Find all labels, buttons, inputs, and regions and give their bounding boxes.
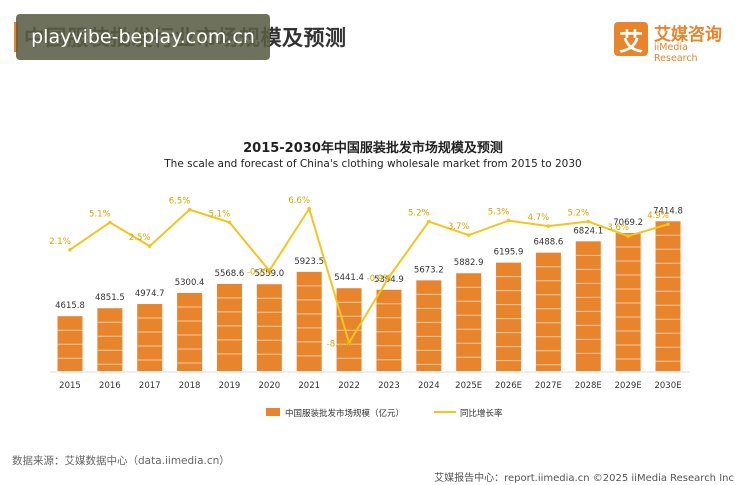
bar-value-label: 4851.5: [95, 293, 125, 303]
bar-2024: [416, 280, 442, 371]
growth-rate-label: 4.9%: [647, 211, 669, 221]
growth-rate-label: 5.1%: [89, 209, 111, 219]
growth-rate-point: [108, 220, 112, 225]
x-tick-label: 2019: [219, 381, 241, 391]
x-tick-label: 2030E: [654, 381, 681, 391]
x-tick-label: 2020: [259, 381, 281, 391]
growth-rate-label: -8.1%: [327, 340, 352, 350]
x-tick-label: 2025E: [455, 381, 482, 391]
growth-rate-label: 4.7%: [528, 213, 550, 223]
growth-rate-point: [307, 206, 312, 211]
bar-value-label: 5559.0: [254, 269, 284, 279]
x-tick-label: 2016: [99, 381, 121, 391]
growth-rate-point: [626, 234, 630, 238]
growth-rate-label: 5.3%: [488, 208, 510, 218]
bar-value-label: 5673.2: [414, 265, 444, 275]
x-tick-label: 2017: [139, 381, 161, 391]
bar-2027E: [535, 252, 561, 371]
bar-value-label: 5441.4: [334, 273, 364, 283]
growth-rate-point: [347, 340, 351, 345]
bar-2026E: [496, 262, 522, 371]
bar-value-label: 4974.7: [135, 289, 165, 299]
bar-2016: [97, 308, 123, 371]
x-tick-label: 2026E: [495, 381, 522, 391]
growth-rate-label: 3.6%: [607, 223, 629, 233]
growth-rate-point: [666, 222, 670, 227]
growth-rate-line: [69, 206, 669, 346]
bar-2023: [376, 289, 402, 371]
growth-rate-label: 6.5%: [169, 197, 191, 207]
x-tick-label: 2027E: [535, 381, 562, 391]
bar-2021: [296, 271, 322, 371]
growth-rate-label: 5.2%: [567, 209, 589, 219]
x-tick-label: 2022: [338, 381, 360, 391]
data-source: 数据来源：艾媒数据中心（data.iimedia.cn）: [12, 455, 230, 467]
legend-line-label: 同比增长率: [460, 408, 503, 419]
chart-title: 2015-2030年中国服装批发市场规模及预测: [243, 141, 503, 156]
bar-value-label: 6488.6: [534, 238, 564, 248]
iimedia-logo: 艾 艾媒咨询 iiMedia Research: [614, 18, 732, 64]
logo-en-text: iiMedia Research: [654, 42, 698, 64]
x-tick-label: 2018: [179, 381, 201, 391]
growth-rate-point: [506, 218, 511, 223]
growth-rate-point: [546, 224, 551, 228]
bar-2020: [256, 284, 282, 371]
bar-2019: [216, 283, 242, 371]
x-tick-label: 2015: [59, 381, 81, 391]
bar-2029E: [615, 233, 641, 371]
growth-rate-point: [68, 247, 72, 252]
bar-2018: [177, 292, 203, 371]
x-tick-label: 2024: [418, 381, 440, 391]
legend-bar-swatch: [266, 408, 280, 416]
bar-value-label: 5882.9: [454, 258, 484, 268]
bar-value-label: 5568.6: [215, 269, 245, 279]
logo-mark: 艾: [614, 22, 648, 56]
bar-2015: [57, 316, 83, 371]
legend-bar-label: 中国服装批发市场规模（亿元）: [285, 408, 404, 419]
bar-2030E: [655, 221, 681, 371]
x-tick-label: 2028E: [575, 381, 602, 391]
growth-rate-point: [147, 244, 152, 248]
bar-value-label: 5923.5: [294, 257, 324, 267]
bar-value-label: 5394.9: [374, 275, 404, 285]
growth-rate-point: [466, 233, 471, 237]
growth-rate-point: [586, 219, 591, 224]
growth-rate-point: [427, 219, 431, 224]
growth-rate-label: 3.7%: [448, 222, 470, 232]
chart-subtitle: The scale and forecast of China's clothi…: [164, 158, 582, 170]
growth-rate-point: [267, 268, 272, 273]
bar-2028E: [575, 241, 601, 371]
growth-rate-label: 6.6%: [288, 196, 310, 206]
growth-rate-label: 2.5%: [129, 233, 151, 243]
growth-rate-label: 5.1%: [209, 209, 231, 219]
bar-value-label: 6824.1: [573, 226, 603, 236]
growth-rate-label: 2.1%: [49, 237, 71, 247]
bar-value-label: 4615.8: [55, 301, 85, 311]
bar-2017: [137, 304, 163, 371]
growth-rate-point: [187, 207, 192, 212]
bar-value-label: 5300.4: [175, 278, 205, 288]
bar-value-label: 7414.8: [653, 206, 683, 216]
x-tick-label: 2029E: [615, 381, 642, 391]
footer-credit: 艾媒报告中心：report.iimedia.cn ©2025 iiMedia R…: [434, 473, 734, 484]
bar-value-label: 7069.2: [613, 218, 643, 228]
growth-rate-point: [387, 275, 391, 279]
x-tick-label: 2021: [298, 381, 320, 391]
logo-cn-text: 艾媒咨询: [654, 25, 722, 45]
growth-rate-point: [227, 220, 232, 225]
bar-2025E: [456, 273, 482, 371]
growth-rate-label: -0.2%: [247, 268, 272, 278]
legend: 中国服装批发市场规模（亿元） 同比增长率: [266, 408, 503, 419]
x-tick-label: 2023: [378, 381, 400, 391]
watermark-overlay: playvibe-beplay.com.cn: [16, 14, 270, 60]
bar-value-label: 6195.9: [494, 248, 524, 258]
growth-rate-label: -0.9%: [367, 274, 392, 284]
growth-rate-label: 5.2%: [408, 209, 430, 219]
